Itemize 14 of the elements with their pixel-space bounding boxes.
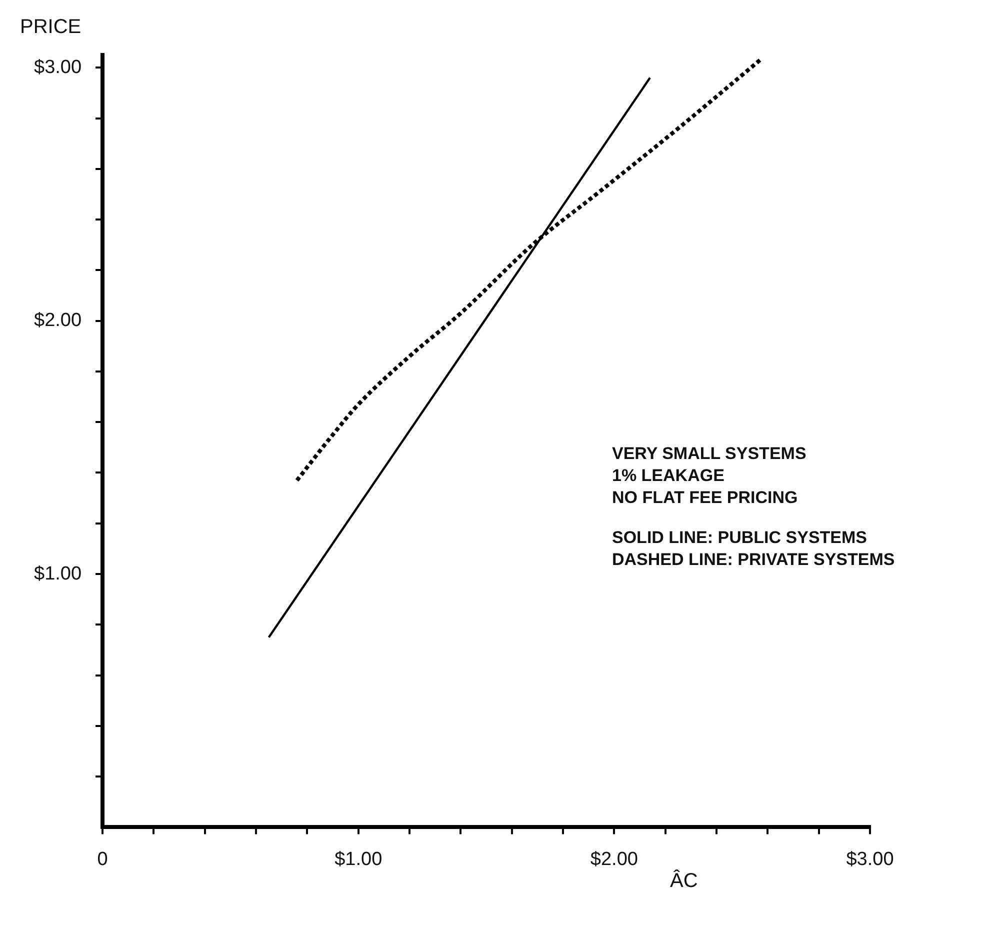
annotation: SOLID LINE: PUBLIC SYSTEMS [612,527,868,549]
y-tick-label: $1.00 [34,563,82,584]
x-tick-label: 0 [97,848,108,870]
annotation: NO FLAT FEE PRICING [612,487,799,509]
x-tick-label: $1.00 [334,848,382,870]
annotation: 1% LEAKAGE [612,465,726,487]
y-tick-label: $2.00 [34,310,82,332]
x-tick-label: $2.00 [590,848,638,870]
y-tick-label: $3.00 [34,56,82,78]
x-axis-title: ÂC [670,870,698,893]
annotation: VERY SMALL SYSTEMS [612,443,808,465]
x-tick-label: $3.00 [846,848,894,870]
y-axis-title: PRICE [20,16,82,39]
annotation: DASHED LINE: PRIVATE SYSTEMS [612,549,895,571]
